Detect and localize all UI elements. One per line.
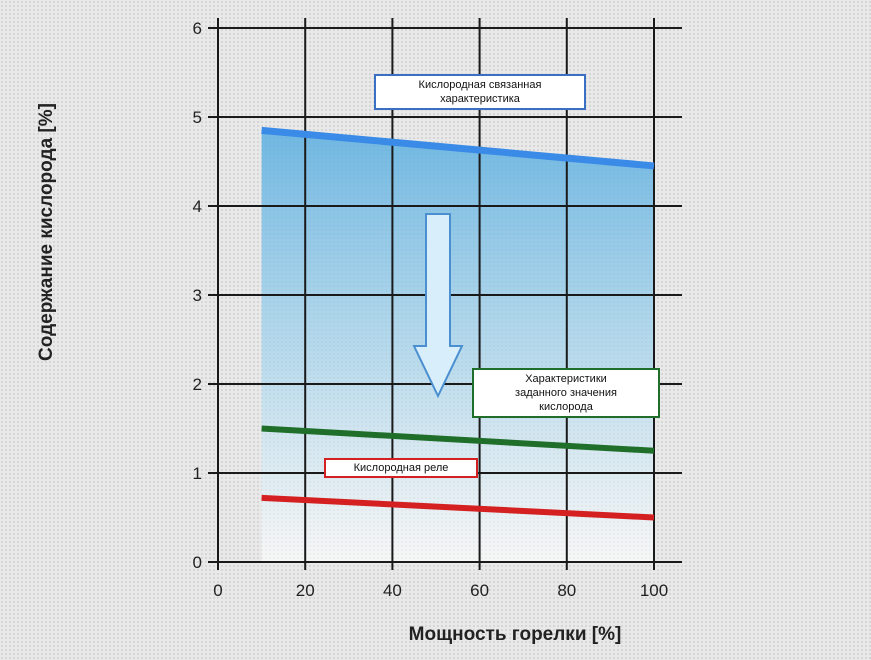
y-tick-label: 2 [193,375,202,394]
setpoint-characteristic-label-line1: Характеристики [525,373,607,385]
x-tick-label: 100 [640,581,668,600]
oxygen-characteristic-label-line1: Кислородная связанная [418,79,542,91]
x-tick-label: 40 [383,581,402,600]
setpoint-characteristic-label: Характеристики заданного значения кислор… [472,368,660,418]
y-tick-label: 4 [193,197,202,216]
x-tick-label: 20 [296,581,315,600]
y-axis-label: Содержание кислорода [%] [36,103,57,361]
oxygen-relay-label: Кислородная реле [324,458,478,478]
y-tick-label: 1 [193,464,202,483]
setpoint-characteristic-label-line3: кислорода [539,401,593,413]
y-tick-label: 0 [193,553,202,572]
y-tick-label: 6 [193,19,202,38]
oxygen-characteristic-label: Кислородная связанная характеристика [374,74,586,110]
setpoint-characteristic-label-line2: заданного значения [515,387,617,399]
series-line-2 [261,425,655,454]
oxygen-characteristic-label-line2: характеристика [440,93,520,105]
x-tick-label: 60 [470,581,489,600]
x-axis-label: Мощность горелки [%] [409,624,622,645]
down-arrow-icon [412,213,464,399]
oxygen-relay-label-line1: Кислородная реле [353,462,449,474]
x-tick-label: 0 [213,581,222,600]
series-line-1 [261,126,655,170]
y-tick-label: 5 [193,108,202,127]
series-line-3 [261,494,655,521]
x-tick-label: 80 [557,581,576,600]
y-tick-label: 3 [193,286,202,305]
